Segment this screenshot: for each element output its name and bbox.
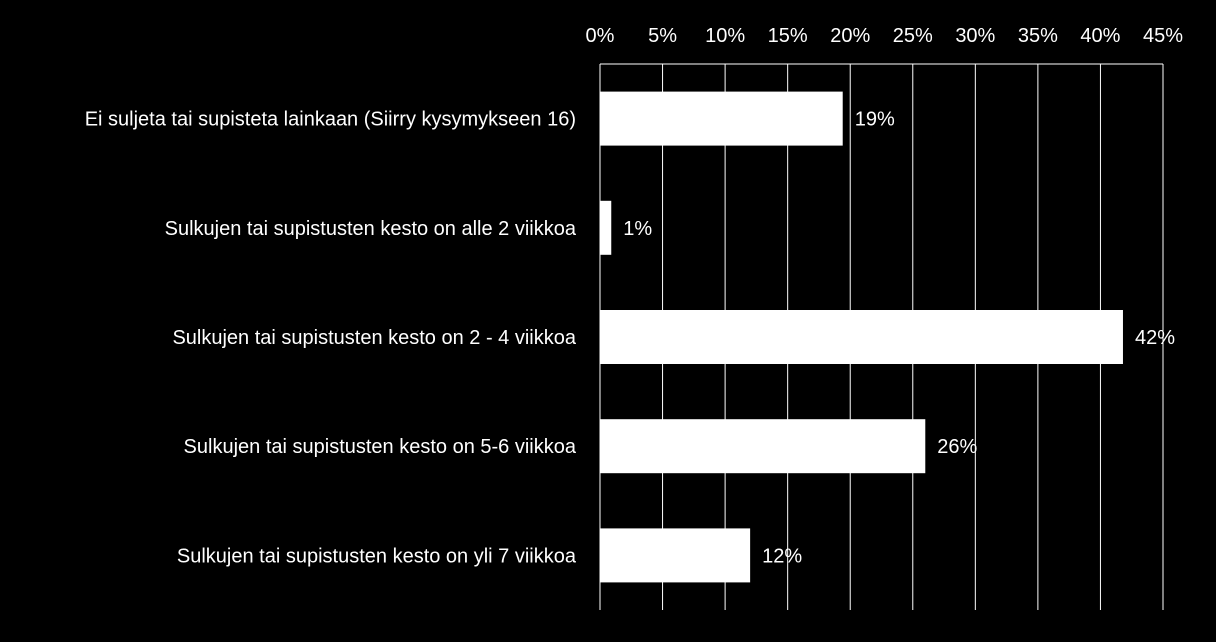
- x-tick-label: 20%: [830, 25, 870, 47]
- data-label: 12%: [762, 545, 802, 567]
- x-tick-label: 45%: [1143, 25, 1183, 47]
- data-label: 19%: [855, 109, 895, 131]
- bar: [600, 200, 612, 255]
- x-tick-label: 30%: [955, 25, 995, 47]
- category-label: Sulkujen tai supistusten kesto on 5-6 vi…: [184, 436, 577, 458]
- x-tick-label: 15%: [768, 25, 808, 47]
- x-axis-tick-labels: 0% 5% 10% 15% 20% 25% 30% 35% 40% 45%: [586, 25, 1184, 47]
- x-tick-label: 40%: [1080, 25, 1120, 47]
- category-label: Sulkujen tai supistusten kesto on alle 2…: [165, 218, 577, 240]
- data-label: 26%: [937, 436, 977, 458]
- category-label: Ei suljeta tai supisteta lainkaan (Siirr…: [85, 109, 576, 131]
- category-labels: Ei suljeta tai supisteta lainkaan (Siirr…: [85, 109, 577, 568]
- bar: [600, 310, 1123, 364]
- data-label: 42%: [1135, 327, 1175, 349]
- data-labels: 19% 1% 42% 26% 12%: [623, 109, 1175, 568]
- x-tick-label: 5%: [648, 25, 677, 47]
- x-tick-label: 10%: [705, 25, 745, 47]
- data-label: 1%: [623, 218, 652, 240]
- x-tick-label: 25%: [893, 25, 933, 47]
- bar: [600, 419, 926, 474]
- bars: [600, 91, 1123, 583]
- category-label: Sulkujen tai supistusten kesto on yli 7 …: [177, 545, 577, 567]
- bar: [600, 91, 843, 146]
- x-tick-label: 0%: [586, 25, 615, 47]
- category-label: Sulkujen tai supistusten kesto on 2 - 4 …: [172, 327, 576, 349]
- x-tick-label: 35%: [1018, 25, 1058, 47]
- bar: [600, 528, 751, 583]
